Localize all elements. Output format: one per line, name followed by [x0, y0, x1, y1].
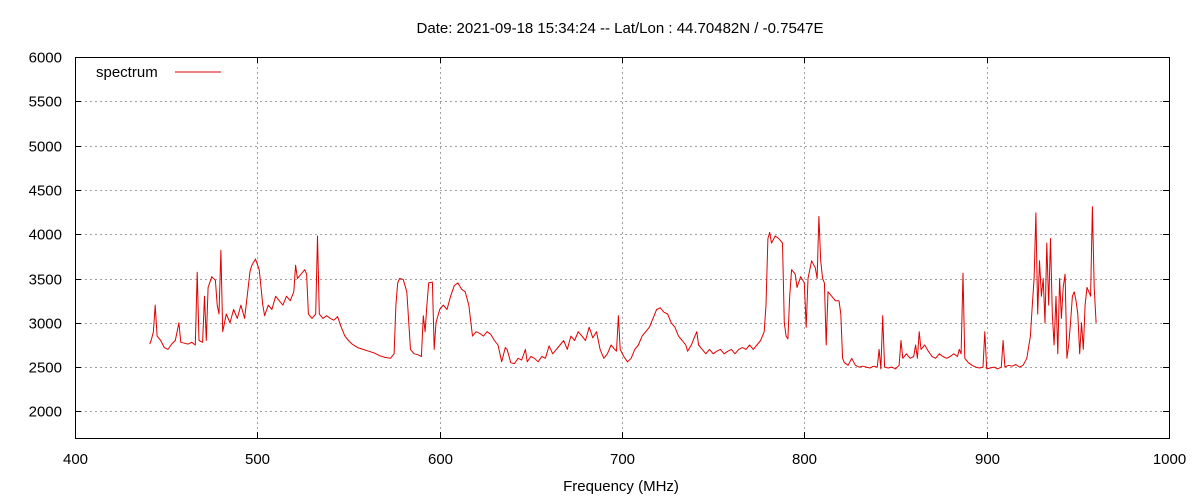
legend-label: spectrum: [96, 64, 158, 81]
y-tick-label: 5500: [29, 94, 62, 111]
grid-layer: [75, 57, 1169, 438]
y-tick-label: 3000: [29, 316, 62, 333]
x-tick-label: 600: [428, 451, 453, 468]
y-tick-label: 5000: [29, 139, 62, 156]
y-tick-label: 2500: [29, 360, 62, 377]
x-tick-label: 700: [610, 451, 635, 468]
x-tick-label: 500: [245, 451, 270, 468]
x-axis-label: Frequency (MHz): [563, 478, 679, 495]
x-tick-label: 400: [63, 451, 88, 468]
series-layer: [149, 206, 1097, 370]
x-tick-label: 800: [792, 451, 817, 468]
y-tick-label: 6000: [29, 50, 62, 67]
chart-title: Date: 2021-09-18 15:34:24 -- Lat/Lon : 4…: [417, 20, 824, 37]
y-tick-label: 4000: [29, 227, 62, 244]
y-tick-label: 2000: [29, 404, 62, 421]
series-line-spectrum: [149, 206, 1097, 370]
tick-layer: 400 500 600 700 800 900 1000 2000 2500 3000 3500 40…: [29, 50, 1187, 469]
x-tick-label: 900: [975, 451, 1000, 468]
x-tick-label: 1000: [1153, 451, 1186, 468]
y-tick-label: 3500: [29, 272, 62, 289]
y-tick-label: 4500: [29, 183, 62, 200]
legend: spectrum: [96, 64, 221, 81]
